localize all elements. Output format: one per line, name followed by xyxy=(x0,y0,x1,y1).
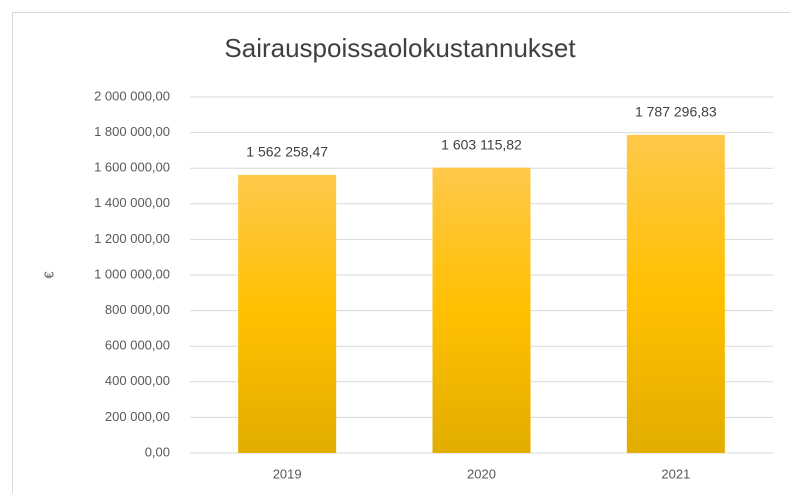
y-tick-label: 200 000,00 xyxy=(105,409,170,424)
bar xyxy=(238,174,337,453)
bar xyxy=(626,134,725,454)
y-tick-label: 400 000,00 xyxy=(105,373,170,388)
y-tick-label: 600 000,00 xyxy=(105,338,170,353)
data-label: 1 787 296,83 xyxy=(635,104,717,120)
y-tick-label: 1 400 000,00 xyxy=(94,195,170,210)
y-tick-label: 1 200 000,00 xyxy=(94,231,170,246)
y-tick-label: 0,00 xyxy=(145,444,170,459)
y-tick-label: 1 000 000,00 xyxy=(94,266,170,281)
y-tick-label: 1 800 000,00 xyxy=(94,124,170,139)
y-tick-label: 2 000 000,00 xyxy=(94,88,170,103)
y-tick-label: 1 600 000,00 xyxy=(94,160,170,175)
data-label: 1 603 115,82 xyxy=(441,136,522,152)
x-tick-label: 2020 xyxy=(467,466,496,481)
y-axis-label: € xyxy=(41,271,56,279)
chart-title: Sairauspoissaolokustannukset xyxy=(224,33,576,63)
x-tick-label: 2021 xyxy=(661,466,690,481)
y-tick-label: 800 000,00 xyxy=(105,302,170,317)
data-label: 1 562 258,47 xyxy=(246,144,328,160)
x-tick-label: 2019 xyxy=(273,466,302,481)
bar xyxy=(432,167,531,453)
